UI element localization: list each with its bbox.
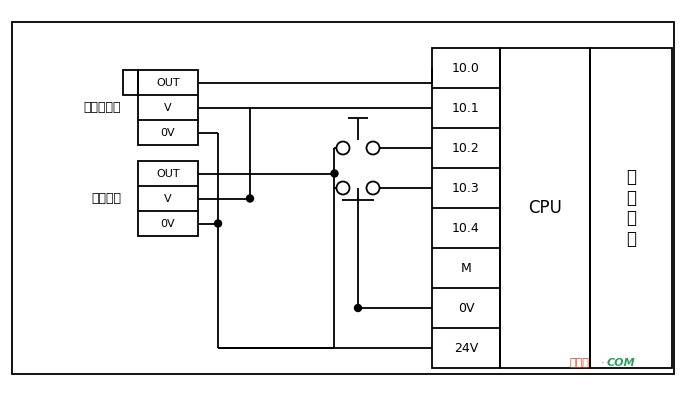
Bar [500, 48, 590, 368]
Text: ·: · [601, 358, 604, 368]
Text: CPU: CPU [528, 199, 562, 217]
Text: OUT: OUT [156, 169, 180, 179]
Circle shape [215, 220, 222, 227]
Circle shape [331, 170, 338, 177]
Text: OUT: OUT [156, 78, 180, 88]
Text: 0V: 0V [161, 128, 176, 137]
Text: M: M [460, 261, 471, 274]
Text: 10.1: 10.1 [452, 101, 480, 114]
Text: 24V: 24V [454, 341, 478, 354]
Circle shape [246, 195, 254, 202]
Bar [432, 48, 500, 368]
Text: V: V [164, 194, 172, 204]
Text: 10.2: 10.2 [452, 141, 480, 154]
Text: 0V: 0V [458, 301, 474, 314]
Text: 接线图: 接线图 [570, 358, 590, 368]
Text: 0V: 0V [161, 219, 176, 228]
Bar [590, 48, 672, 368]
Text: 输
出
电
路: 输 出 电 路 [626, 168, 636, 248]
Bar [123, 70, 138, 95]
Text: 接近开关: 接近开关 [91, 192, 121, 205]
Text: 10.0: 10.0 [452, 61, 480, 74]
Bar [138, 70, 198, 145]
Text: COM: COM [607, 358, 636, 368]
Circle shape [355, 305, 362, 312]
Text: 光电编码器: 光电编码器 [84, 101, 121, 114]
Text: V: V [164, 103, 172, 112]
Text: 10.4: 10.4 [452, 221, 480, 234]
Bar [138, 161, 198, 236]
Bar [12, 22, 674, 374]
Text: 10.3: 10.3 [452, 181, 480, 194]
